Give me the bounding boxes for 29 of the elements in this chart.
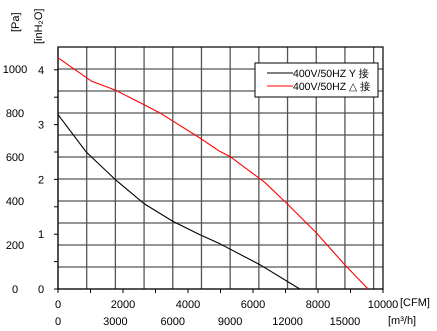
y2-tick-label: 1 [38, 229, 44, 242]
x2-tick-label: 12000 [272, 316, 303, 328]
x-tick-label: 4000 [176, 299, 200, 311]
y-tick-label: 0 [12, 284, 18, 296]
y-axis-title: [Pa] [10, 12, 22, 32]
x-tick-label: 10000 [368, 299, 398, 311]
y-tick-label: 800 [6, 108, 24, 120]
x2-tick-label: 3000 [103, 316, 128, 328]
y-tick-label: 1000 [2, 64, 28, 76]
x2-axis-title: [m³/h] [388, 315, 416, 327]
y2-tick-label: 2 [38, 174, 44, 186]
y-tick-label: 400 [6, 196, 24, 208]
x2-tick-label: 15000 [330, 316, 360, 328]
legend-label: 400V/50HZ Y 接 [293, 67, 370, 80]
y2-tick-label: 4 [38, 64, 44, 77]
y-tick-label: 600 [6, 152, 24, 164]
x-axis-title: [CFM] [400, 297, 430, 309]
x-tick-label: 8000 [306, 299, 330, 311]
legend-label: 400V/50HZ △ 接 [293, 80, 371, 93]
y2-tick-label: 0 [38, 284, 44, 296]
x2-tick-label: 6000 [160, 316, 186, 328]
y2-axis-title: [inH₂O] [33, 8, 45, 44]
x-tick-label: 6000 [240, 299, 266, 311]
x2-tick-label: 0 [54, 316, 62, 328]
x2-tick-label: 9000 [218, 316, 242, 328]
x-tick-label: 0 [54, 299, 62, 311]
y2-tick-label: 3 [38, 120, 44, 132]
y-tick-label: 200 [6, 240, 24, 252]
x-tick-label: 2000 [110, 299, 136, 311]
